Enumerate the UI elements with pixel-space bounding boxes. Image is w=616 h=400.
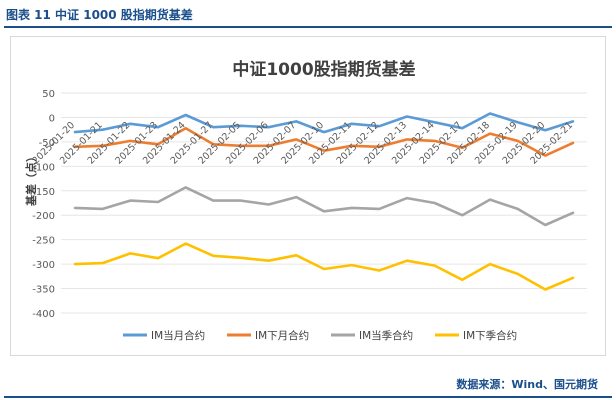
series-line-1 (73, 112, 575, 134)
y-tick-label: -400 (32, 309, 55, 320)
y-tick-label: -100 (32, 162, 55, 173)
legend-label: IM下季合约 (463, 329, 517, 342)
y-axis-label: 基差（点） (24, 151, 38, 207)
y-tick-label: -50 (39, 138, 55, 149)
figure-label: 图表 11 中证 1000 股指期货基差 (6, 8, 193, 22)
series-line-4 (73, 242, 575, 291)
legend-label: IM下月合约 (255, 329, 309, 342)
y-tick-label: -250 (32, 236, 55, 247)
line-chart: 中证1000股指期货基差 50 0 -50 -100 -150 -200 -250 -300 -3… (24, 59, 587, 342)
y-tick-label: 50 (42, 89, 55, 100)
legend-label: IM当月合约 (151, 329, 205, 342)
chart-title: 中证1000股指期货基差 (232, 59, 415, 80)
series-line-3 (73, 186, 575, 227)
top-divider (4, 26, 612, 28)
y-tick-label: 0 (49, 113, 55, 124)
bottom-divider (4, 396, 612, 398)
y-tick-label: -350 (32, 285, 55, 296)
data-source: 数据来源：Wind、国元期货 (456, 378, 598, 391)
y-tick-label: -300 (32, 260, 55, 271)
chart-frame: 中证1000股指期货基差 50 0 -50 -100 -150 -200 -250 -300 -3… (10, 36, 606, 356)
legend-label: IM当季合约 (359, 329, 413, 342)
series-line-2 (73, 126, 575, 157)
y-tick-label: -200 (32, 211, 55, 222)
y-tick-label: -150 (32, 187, 55, 198)
